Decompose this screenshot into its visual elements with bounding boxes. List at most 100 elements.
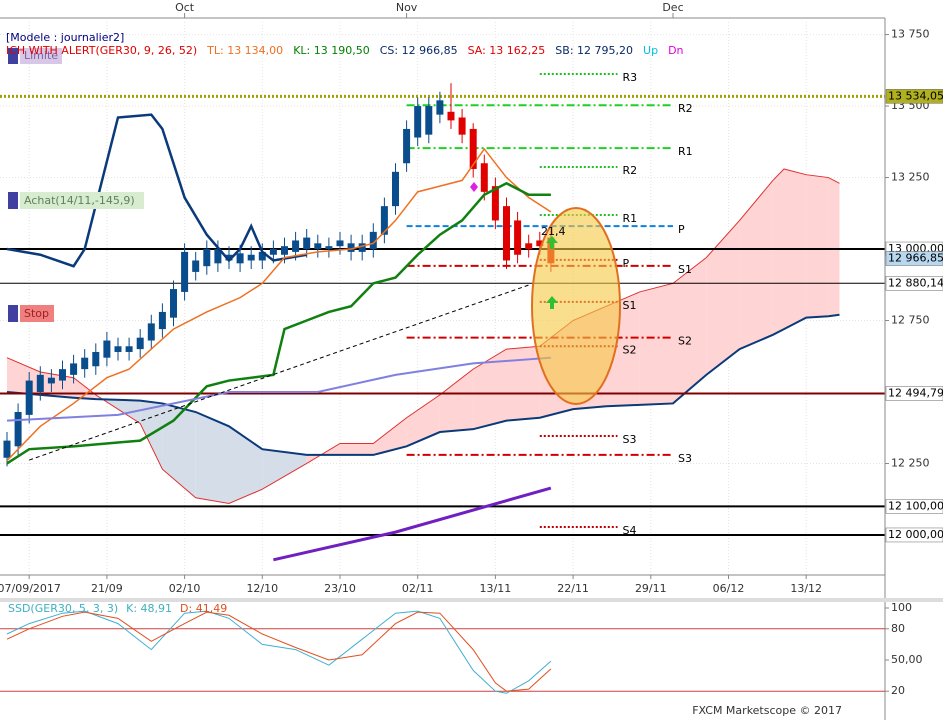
candle-body xyxy=(125,346,133,352)
candle-body xyxy=(347,243,355,252)
cloud-segment xyxy=(806,174,829,318)
pivot-label: R2 xyxy=(678,102,693,115)
header-text: SB: 12 795,20 xyxy=(555,44,633,57)
header-text: Up xyxy=(643,44,658,57)
header-text: [Modele : journalier2] xyxy=(6,31,124,44)
box-icon xyxy=(8,192,18,209)
main-pane xyxy=(0,22,885,575)
osc-header: K: 48,91 xyxy=(126,602,172,615)
candle-body xyxy=(136,337,144,350)
pivot-label: R3 xyxy=(622,71,637,84)
x-tick-label: 21/09 xyxy=(91,582,123,595)
level-box xyxy=(885,527,943,543)
y-tick-label: 13 250 xyxy=(891,171,930,184)
level-label: 12 880,14 xyxy=(888,276,943,289)
pivot-label: R1 xyxy=(678,145,693,158)
candle-body xyxy=(192,260,200,272)
level-box xyxy=(885,251,943,266)
indicator-line xyxy=(6,356,551,422)
y-tick-label: 20 xyxy=(891,684,905,697)
indicator-line xyxy=(29,284,529,461)
box-label: Limite xyxy=(24,49,58,62)
candle-body xyxy=(203,249,211,267)
month-label: Oct xyxy=(175,1,195,14)
candle-body xyxy=(103,340,111,358)
candle-body xyxy=(269,249,277,255)
candle-body xyxy=(514,220,522,255)
cloud-segment xyxy=(228,426,263,504)
y-tick-label: 12 250 xyxy=(891,456,930,469)
cloud-segment xyxy=(262,449,307,490)
candle-body xyxy=(58,369,66,381)
cloud-segment xyxy=(828,177,840,317)
header-text: Dn xyxy=(668,44,683,57)
candle-body xyxy=(391,171,399,207)
cloud-segment xyxy=(195,412,229,504)
level-label: 12 000,00 xyxy=(888,528,943,541)
candle-body xyxy=(325,246,333,250)
header-text: SA: 13 162,25 xyxy=(468,44,546,57)
candle-body xyxy=(225,254,233,261)
x-tick-label: 02/11 xyxy=(402,582,434,595)
level-box xyxy=(885,89,943,104)
candle-body xyxy=(247,254,255,261)
achat-box xyxy=(20,192,144,209)
candle-body xyxy=(169,289,177,318)
candle-body xyxy=(425,106,433,135)
candle-body xyxy=(436,100,444,115)
candle-body xyxy=(47,377,55,384)
level-label: 12 494,79 xyxy=(888,386,943,399)
pivot-label: S1 xyxy=(622,299,636,312)
indicator-line xyxy=(6,113,307,268)
cloud-segment xyxy=(439,369,474,433)
cloud-segment xyxy=(473,349,507,430)
candle-body xyxy=(70,363,78,375)
level-box xyxy=(885,276,943,291)
x-tick-label: 22/11 xyxy=(557,582,589,595)
pivot-label: P xyxy=(622,257,629,270)
level-label: 13 534,05 xyxy=(888,89,943,102)
candle-body xyxy=(336,240,344,247)
pivot-label: S3 xyxy=(678,452,692,465)
candle-body xyxy=(181,251,189,292)
box-icon xyxy=(8,305,18,322)
y-tick-label: 12 750 xyxy=(891,314,930,327)
candle-body xyxy=(14,412,22,447)
cloud-segment xyxy=(672,257,707,404)
annotation: 21,4 xyxy=(541,225,566,238)
candle-body xyxy=(536,240,544,247)
buy-arrows xyxy=(546,236,558,309)
month-label: Nov xyxy=(396,1,418,14)
candle-body xyxy=(525,243,533,250)
pane-splitter xyxy=(0,598,943,602)
candle-body xyxy=(491,186,499,221)
candle-body xyxy=(380,206,388,235)
limite-box xyxy=(20,48,62,64)
candle-body xyxy=(236,253,244,264)
level-box xyxy=(885,386,943,401)
cloud-segment xyxy=(339,443,374,455)
candle-body xyxy=(258,251,266,261)
header-text: ICH WITH ALERT(GER30, 9, 26, 52) xyxy=(6,44,197,57)
pivot-label: S1 xyxy=(678,263,692,276)
candle-body xyxy=(280,246,288,255)
x-tick-label: 06/12 xyxy=(713,582,745,595)
osc-line xyxy=(6,610,552,694)
candle-body xyxy=(36,374,44,393)
header-text: KL: 13 190,50 xyxy=(293,44,370,57)
header-text: TL: 13 134,00 xyxy=(206,44,283,57)
box-icon xyxy=(8,48,18,64)
highlight-ellipse xyxy=(531,207,621,405)
candle-body xyxy=(81,357,89,370)
y-tick-label: 80 xyxy=(891,622,905,635)
level-label: 12 100,00 xyxy=(888,499,943,512)
candle-body xyxy=(214,249,222,264)
x-tick-label: 07/09/2017 xyxy=(0,582,61,595)
candle-body xyxy=(114,346,122,352)
x-tick-label: 23/10 xyxy=(324,582,356,595)
x-tick-label: 13/11 xyxy=(480,582,512,595)
candle-body xyxy=(158,311,166,330)
pivot-label: P xyxy=(678,223,685,236)
x-tick-label: 29/11 xyxy=(635,582,667,595)
